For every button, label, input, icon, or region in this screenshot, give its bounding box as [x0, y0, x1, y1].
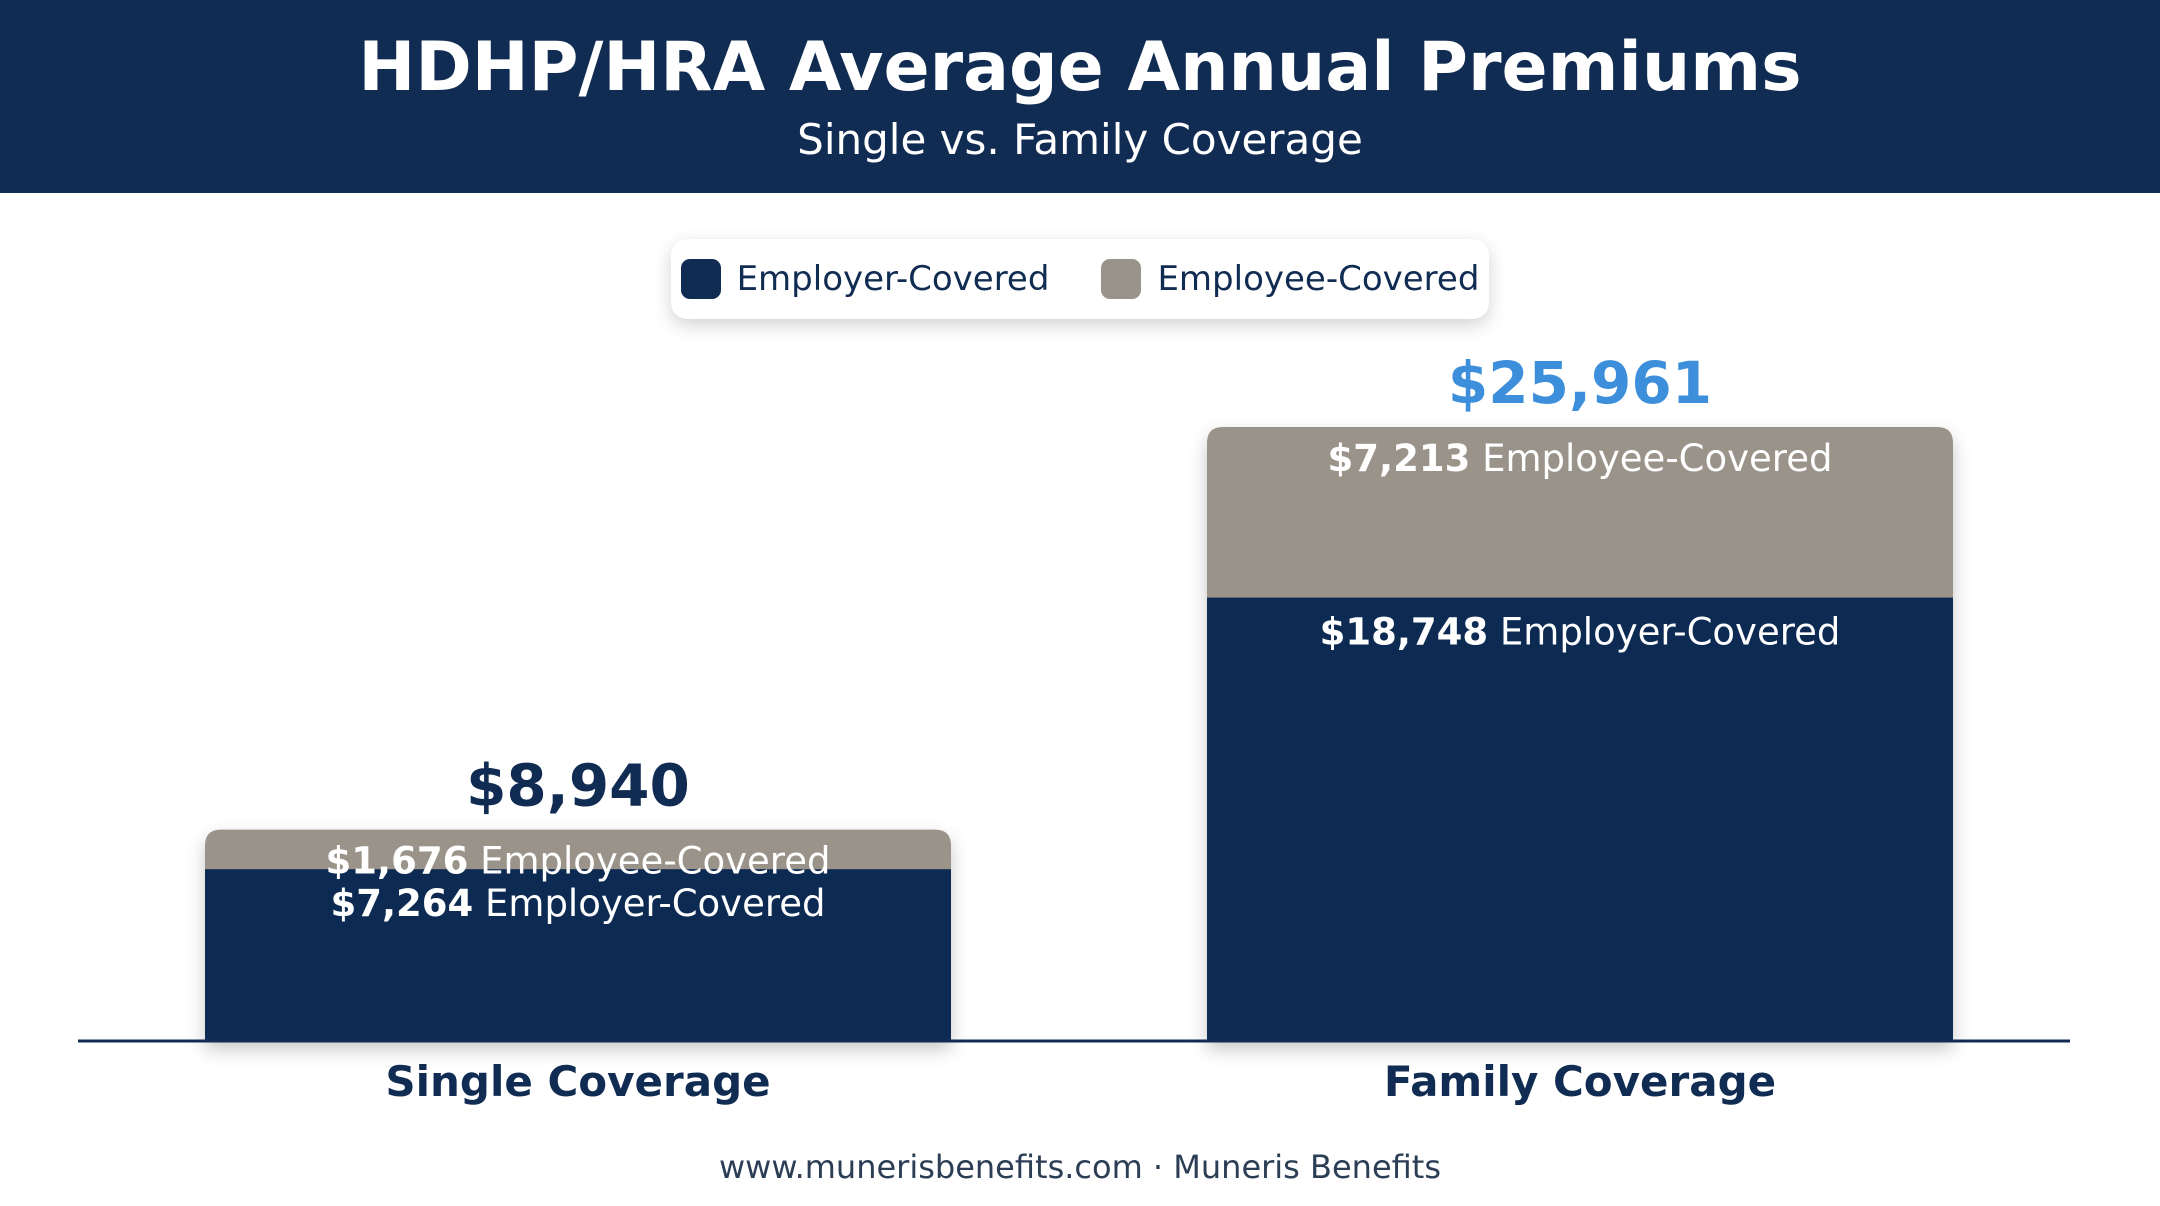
bar-employee-segment	[1207, 427, 1953, 600]
bar-employer-segment	[1207, 597, 1953, 1041]
bar-stack-1	[1207, 427, 1953, 1041]
chart-subtitle: Single vs. Family Coverage	[797, 115, 1363, 164]
labels-layer: $8,940 $1,676 Employee-Covered$7,264 Empl…	[78, 349, 2070, 1106]
employer-segment-label: $7,264 Employer-Covered	[330, 882, 825, 925]
bar-employee-segment	[205, 829, 951, 872]
legend-item-employee: Employee-Covered	[1101, 259, 1479, 299]
bar-total-label: $25,961	[1448, 349, 1712, 417]
chart-legend: Employer-Covered Employee-Covered	[671, 239, 1489, 319]
bars-layer	[205, 427, 1953, 1041]
legend-label-employer: Employer-Covered	[736, 259, 1050, 299]
bar-stack-0	[205, 829, 951, 1041]
footer-source: www.munerisbenefits.com · Muneris Benefi…	[719, 1148, 1441, 1186]
bar-employer-segment	[205, 869, 951, 1041]
legend-item-employer: Employer-Covered	[680, 259, 1050, 299]
bar-total-label: $8,940	[466, 752, 690, 820]
legend-swatch-employee	[1101, 259, 1142, 299]
legend-swatch-employer	[680, 259, 721, 299]
chart-header: HDHP/HRA Average Annual Premiums Single …	[0, 0, 2160, 193]
employee-segment-label: $1,676 Employee-Covered	[326, 840, 831, 883]
x-tick-label: Family Coverage	[1384, 1057, 1776, 1106]
employer-segment-label: $18,748 Employer-Covered	[1320, 611, 1841, 654]
legend-label-employee: Employee-Covered	[1157, 259, 1480, 299]
x-tick-label: Single Coverage	[385, 1057, 770, 1106]
employee-segment-label: $7,213 Employee-Covered	[1328, 437, 1833, 480]
chart-title: HDHP/HRA Average Annual Premiums	[358, 28, 1802, 107]
